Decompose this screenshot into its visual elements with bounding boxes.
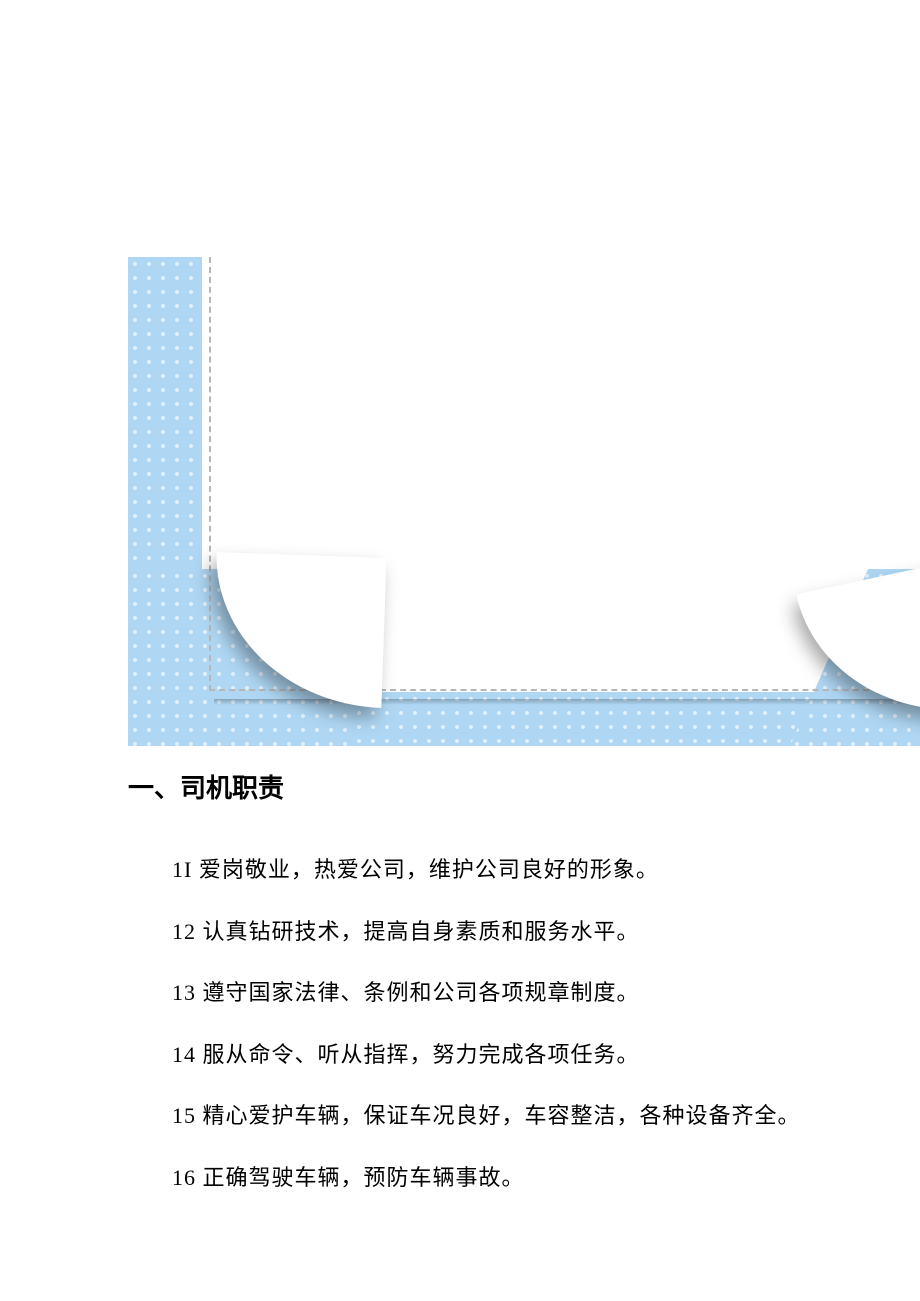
section-heading: 一、司机职责 (128, 768, 820, 805)
list-item: 16 正确驾驶车辆，预防车辆事故。 (128, 1147, 820, 1209)
document-content: 一、司机职责 1I 爱岗敬业，热爱公司，维护公司良好的形象。 12 认真钻研技术… (0, 746, 920, 1269)
list-item: 15 精心爱护车辆，保证车况良好，车容整洁，各种设备齐全。 (128, 1085, 820, 1147)
list-item: 13 遵守国家法律、条例和公司各项规章制度。 (128, 962, 820, 1024)
list-item: 14 服从命令、听从指挥，努力完成各项任务。 (128, 1024, 820, 1086)
dashed-line-vertical (209, 257, 211, 691)
list-item: 1I 爱岗敬业，热爱公司，维护公司良好的形象。 (128, 839, 820, 901)
banner-shadow-bar (214, 699, 914, 705)
list-item: 12 认真钻研技术，提高自身素质和服务水平。 (128, 901, 820, 963)
decorative-banner (128, 257, 920, 746)
